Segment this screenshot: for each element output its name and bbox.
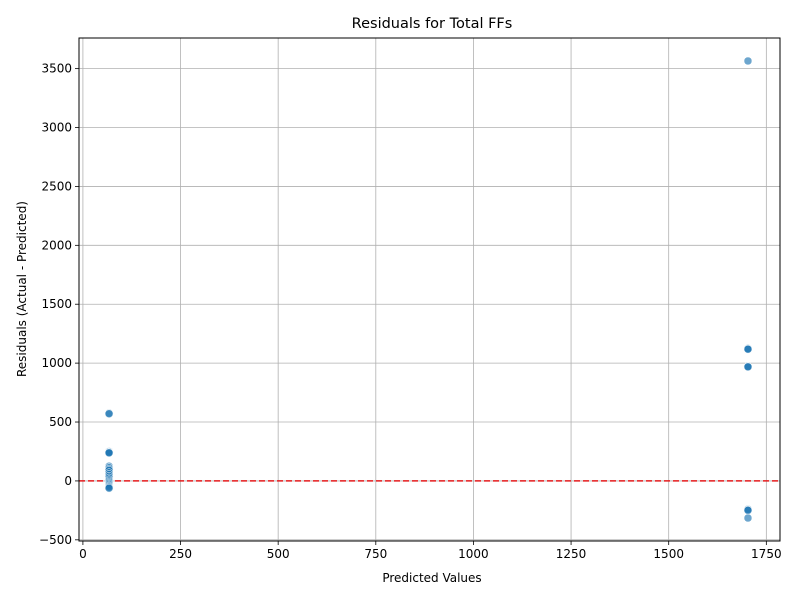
x-tick-label: 750	[364, 547, 387, 561]
x-tick-label: 500	[267, 547, 290, 561]
y-axis-ticks: −500 0 500 1000 1500 2000 2500 3000 3500	[39, 62, 79, 547]
x-axis-ticks: 0 250 500 750 1000 1250 1500 1750	[79, 541, 782, 561]
x-tick-label: 0	[79, 547, 87, 561]
x-tick-label: 1750	[751, 547, 782, 561]
data-point	[104, 483, 114, 493]
y-tick-label: 2500	[41, 179, 72, 193]
y-tick-label: 3000	[41, 121, 72, 135]
plot-frame	[78, 37, 781, 542]
x-tick-label: 1250	[556, 547, 587, 561]
x-tick-label: 1500	[653, 547, 684, 561]
data-points	[104, 56, 753, 523]
y-tick-label: 3500	[41, 62, 72, 76]
y-tick-label: 1000	[41, 356, 72, 370]
y-axis-label: Residuals (Actual - Predicted)	[15, 201, 29, 377]
data-point	[743, 506, 753, 515]
y-tick-label: −500	[39, 533, 72, 547]
chart-title: Residuals for Total FFs	[352, 16, 513, 32]
data-point	[743, 56, 753, 66]
x-tick-label: 1000	[458, 547, 489, 561]
data-point	[743, 344, 753, 354]
y-tick-label: 500	[49, 415, 72, 429]
data-point	[743, 362, 753, 372]
x-axis-label: Predicted Values	[382, 571, 481, 585]
y-tick-label: 2000	[41, 238, 72, 252]
grid	[79, 38, 780, 541]
data-point	[104, 448, 114, 458]
y-tick-label: 0	[64, 474, 72, 488]
data-point	[743, 513, 753, 523]
x-tick-label: 250	[169, 547, 192, 561]
y-tick-label: 1500	[41, 297, 72, 311]
data-point	[104, 409, 114, 419]
